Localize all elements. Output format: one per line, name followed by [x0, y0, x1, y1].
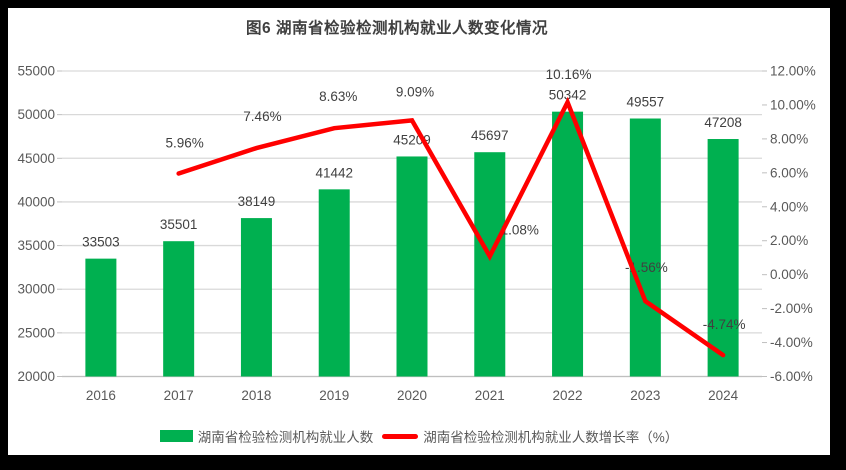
right-axis-tick-label: 4.00%: [770, 199, 808, 214]
right-axis-tick-label: -2.00%: [770, 301, 813, 316]
left-axis-tick-label: 30000: [17, 282, 55, 297]
left-axis-tick-label: 40000: [17, 194, 55, 209]
legend-label-employment: 湖南省检验检测机构就业人数: [197, 430, 374, 445]
bar-2020: [396, 156, 428, 377]
growth-rate-value-label: 10.16%: [546, 67, 592, 82]
bar-value-label: 47208: [704, 115, 742, 130]
left-axis-tick-label: 20000: [17, 369, 55, 384]
bar-value-label: 45697: [471, 128, 509, 143]
growth-rate-value-label: 8.63%: [319, 89, 357, 104]
left-axis-tick-label: 50000: [17, 107, 55, 122]
left-axis-tick-label: 25000: [17, 325, 55, 340]
right-axis-tick-label: 0.00%: [770, 267, 808, 282]
bar-2017: [163, 241, 195, 377]
x-axis-label-2019: 2019: [319, 388, 349, 403]
x-axis-label-2016: 2016: [86, 388, 116, 403]
right-axis-tick-label: -4.00%: [770, 335, 813, 350]
bar-2023: [629, 118, 661, 377]
x-axis-label-2024: 2024: [708, 388, 739, 403]
x-axis-label-2021: 2021: [475, 388, 505, 403]
bar-value-label: 38149: [238, 194, 276, 209]
right-axis-tick-label: 8.00%: [770, 131, 808, 146]
bar-value-label: 35501: [160, 217, 198, 232]
growth-rate-value-label: 5.96%: [166, 136, 204, 151]
x-axis-label-2020: 2020: [397, 388, 427, 403]
growth-rate-value-label: 1.08%: [501, 222, 539, 237]
chart-plot: 55000 50000 45000 40000 35000 30000 25000 20000…: [17, 64, 816, 404]
left-axis-tick-label: 55000: [17, 64, 55, 79]
right-axis-tick-label: -6.00%: [770, 369, 813, 384]
left-axis-tick-label: 35000: [17, 238, 55, 253]
bar-value-label: 33503: [82, 235, 120, 250]
bar-2018: [240, 218, 272, 377]
growth-rate-line: [176, 96, 726, 358]
x-axis-label-2017: 2017: [164, 388, 194, 403]
left-axis-tick-label: 45000: [17, 151, 55, 166]
bar-2024: [707, 139, 739, 377]
right-axis-tick-label: 10.00%: [770, 97, 816, 112]
chart-title: 图6 湖南省检验检测机构就业人数变化情况: [246, 20, 548, 37]
x-axis-label-2022: 2022: [553, 388, 583, 403]
chart-legend: 湖南省检验检测机构就业人数 湖南省检验检测机构就业人数增长率（%）: [8, 426, 830, 446]
right-axis-tick-label: 12.00%: [770, 64, 816, 79]
growth-rate-value-label: -4.74%: [703, 317, 746, 332]
growth-rate-value-label: 7.46%: [243, 109, 281, 124]
bar-value-label: 41442: [315, 165, 353, 180]
bar-value-label: 50342: [549, 88, 587, 103]
legend-label-growth-rate: 湖南省检验检测机构就业人数增长率（%）: [423, 430, 679, 445]
legend-item-employment: 湖南省检验检测机构就业人数: [159, 426, 374, 446]
right-axis-tick-label: 2.00%: [770, 233, 808, 248]
growth-rate-value-label: 9.09%: [396, 84, 434, 99]
bar-2016: [85, 258, 117, 377]
bar-2022: [552, 111, 584, 377]
bar-value-label: 49557: [627, 95, 665, 110]
x-axis-label-2023: 2023: [630, 388, 660, 403]
line-series-swatch-icon: [382, 433, 419, 439]
chart-frame: 图6 湖南省检验检测机构就业人数变化情况 55000 50000 45000 4000…: [8, 8, 830, 455]
bar-series-swatch-icon: [159, 430, 193, 442]
bar-2021: [474, 152, 506, 377]
right-axis-tick-label: 6.00%: [770, 165, 808, 180]
bar-2019: [318, 189, 350, 377]
x-axis-label-2018: 2018: [241, 388, 271, 403]
legend-item-growth-rate: 湖南省检验检测机构就业人数增长率（%）: [382, 426, 678, 446]
